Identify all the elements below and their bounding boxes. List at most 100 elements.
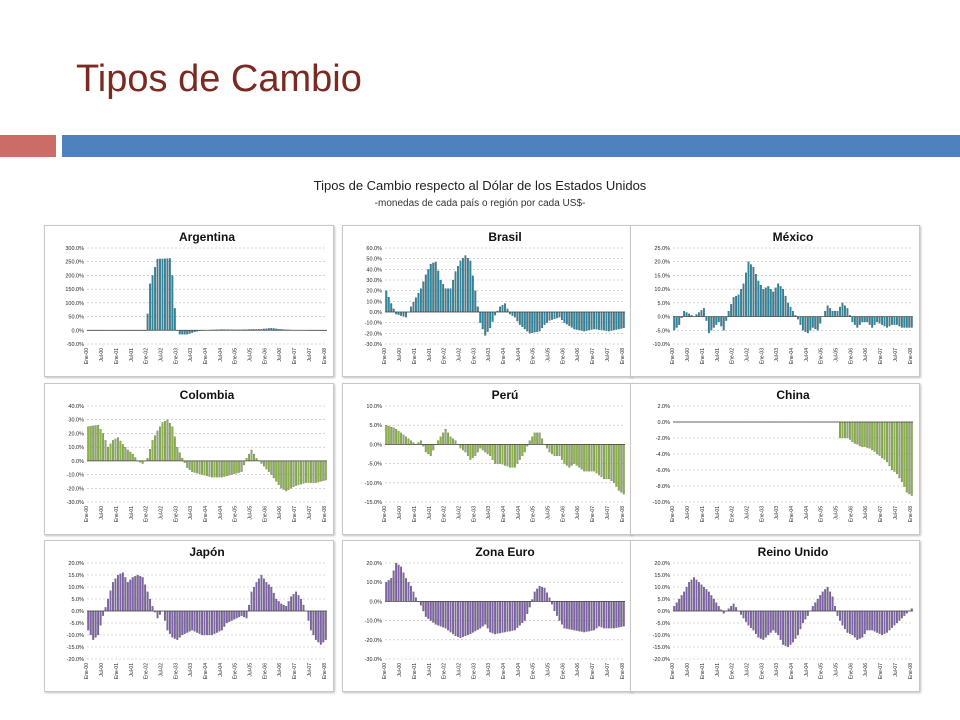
- bar: [412, 302, 415, 313]
- bar: [883, 316, 886, 327]
- bar: [178, 610, 181, 638]
- x-tick-label: Ene-05: [233, 348, 239, 364]
- bar: [186, 610, 189, 633]
- bar: [509, 601, 511, 632]
- x-tick-label: Ene-06: [848, 348, 854, 364]
- bar: [675, 602, 678, 612]
- bar: [146, 313, 149, 331]
- x-tick-label: Ene-08: [322, 663, 328, 679]
- bar: [486, 311, 489, 332]
- bar: [99, 610, 102, 626]
- x-tick-label: Ene-05: [531, 348, 537, 364]
- bar: [888, 610, 891, 631]
- bar: [89, 610, 92, 636]
- bar: [203, 610, 206, 636]
- y-tick-label: 10.0%: [68, 585, 84, 591]
- bar: [769, 289, 772, 317]
- bar: [511, 444, 514, 468]
- bar: [218, 460, 221, 478]
- y-tick-label: 0.0%: [657, 609, 670, 615]
- x-tick-label: Jul-05: [546, 348, 552, 362]
- bar: [240, 610, 243, 616]
- bar: [213, 460, 216, 478]
- bar: [267, 584, 270, 612]
- bar: [141, 460, 144, 464]
- bar: [816, 316, 819, 331]
- bar: [486, 601, 489, 629]
- bar: [476, 306, 479, 313]
- bar: [136, 574, 139, 612]
- bar: [570, 311, 573, 328]
- bar: [107, 447, 109, 461]
- bar: [888, 316, 891, 327]
- bar: [397, 564, 400, 602]
- chart-title: Brasil: [488, 230, 521, 244]
- bar: [400, 566, 403, 602]
- bar: [878, 421, 881, 456]
- bar: [92, 610, 95, 640]
- x-tick-label: Ene-07: [878, 348, 884, 364]
- x-tick-label: Jul-05: [546, 506, 552, 520]
- bar: [206, 460, 208, 477]
- bar: [506, 444, 509, 467]
- x-tick-label: Ene-03: [759, 348, 765, 364]
- x-tick-label: Ene-04: [501, 663, 507, 679]
- bar: [476, 444, 479, 453]
- bar: [481, 444, 484, 451]
- bar: [94, 610, 97, 638]
- bar: [533, 311, 536, 333]
- bar: [717, 606, 720, 612]
- bar: [605, 311, 608, 331]
- bar: [225, 460, 228, 477]
- bar: [134, 576, 137, 612]
- bar: [513, 601, 516, 631]
- bar: [811, 316, 814, 328]
- bar: [437, 601, 440, 626]
- bar: [553, 601, 556, 612]
- y-tick-label: -10.0%: [67, 633, 85, 639]
- x-tick-label: Ene-05: [531, 663, 537, 679]
- bar: [439, 601, 442, 627]
- bar: [518, 311, 521, 325]
- x-tick-label: Jul-03: [774, 348, 780, 362]
- bar: [546, 311, 549, 323]
- bar: [437, 270, 440, 313]
- bar: [595, 311, 598, 330]
- bar: [607, 601, 610, 629]
- chart-svg: Zona Euro 20.0% 10.0% 0.0% -10.0% -20.0% -30.0…: [365, 545, 626, 679]
- bar: [206, 610, 208, 636]
- bar: [390, 578, 393, 602]
- bar: [324, 460, 327, 481]
- bar: [565, 601, 568, 629]
- bar: [903, 610, 906, 616]
- bar: [464, 601, 467, 637]
- bar: [570, 601, 573, 630]
- y-tick-label: 60.0%: [366, 246, 382, 252]
- bar: [595, 444, 598, 474]
- bar: [131, 453, 134, 461]
- bar: [275, 598, 278, 612]
- bar: [166, 258, 169, 331]
- bar: [685, 312, 688, 317]
- x-tick-label: Jul-07: [605, 348, 611, 362]
- bar: [290, 596, 293, 612]
- x-tick-label: Jul-04: [516, 663, 522, 677]
- bar: [814, 602, 817, 612]
- bar: [620, 601, 623, 627]
- bar: [603, 311, 605, 331]
- bar: [720, 316, 723, 327]
- bar: [754, 273, 757, 317]
- bar: [322, 460, 325, 481]
- bar: [392, 570, 395, 602]
- x-tick-label: Ene-06: [262, 348, 268, 364]
- bar: [414, 297, 417, 313]
- chart-svg: Reino Unido 20.0% 15.0% 10.0% 5.0% 0.0% -5.0% -…: [653, 545, 914, 679]
- x-tick-label: Jul-07: [307, 663, 313, 677]
- x-tick-label: Ene-01: [700, 663, 706, 679]
- bar: [568, 311, 571, 326]
- bar: [585, 444, 588, 472]
- bar: [740, 289, 742, 317]
- bar: [496, 601, 499, 634]
- bar: [402, 311, 405, 317]
- bar: [814, 316, 817, 329]
